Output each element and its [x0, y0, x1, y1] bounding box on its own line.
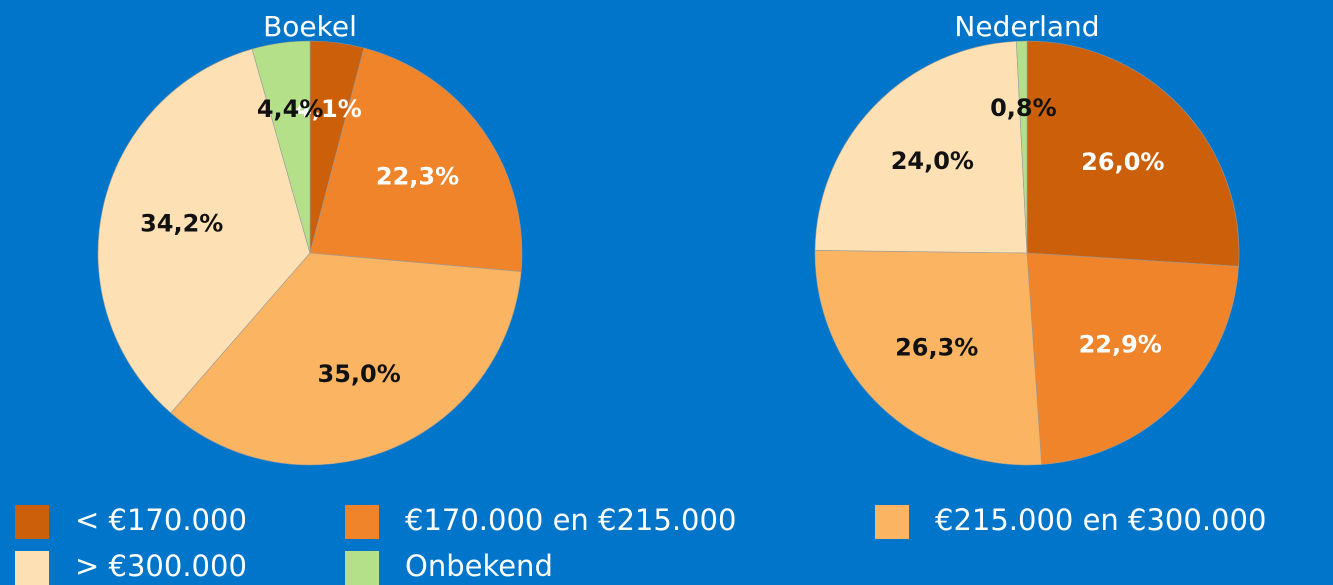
data-label: 35,0% [318, 360, 401, 388]
pie-slice [97, 48, 311, 414]
pie-slice [251, 40, 311, 254]
pie-slice [170, 252, 522, 466]
legend-swatch [15, 551, 49, 585]
pie-slice [814, 40, 1028, 254]
legend-swatch [345, 505, 379, 539]
legend-swatch [875, 505, 909, 539]
legend-label: < €170.000 [75, 503, 247, 537]
legend-swatch [15, 505, 49, 539]
data-label: 26,0% [1081, 148, 1164, 176]
chart-title: Boekel [263, 10, 357, 43]
data-label: 26,3% [895, 334, 978, 362]
data-label: 4,4% [257, 95, 324, 123]
legend-label: > €300.000 [75, 549, 247, 583]
data-label: 0,8% [990, 94, 1057, 122]
pie-slice [309, 47, 523, 272]
pie-slice [1026, 40, 1240, 267]
data-label: 22,9% [1079, 331, 1162, 359]
data-label: 4,1% [295, 95, 362, 123]
data-label: 22,3% [376, 162, 459, 190]
legend-label: €215.000 en €300.000 [935, 503, 1266, 537]
pie-slice [1016, 40, 1028, 254]
legend-label: €170.000 en €215.000 [405, 503, 736, 537]
pie-slice [1026, 252, 1239, 465]
legend-label: Onbekend [405, 549, 553, 583]
chart-title: Nederland [954, 10, 1099, 43]
data-label: 24,0% [891, 147, 974, 175]
legend-swatch [345, 551, 379, 585]
data-label: 34,2% [140, 209, 223, 237]
pie-slice [814, 250, 1042, 466]
